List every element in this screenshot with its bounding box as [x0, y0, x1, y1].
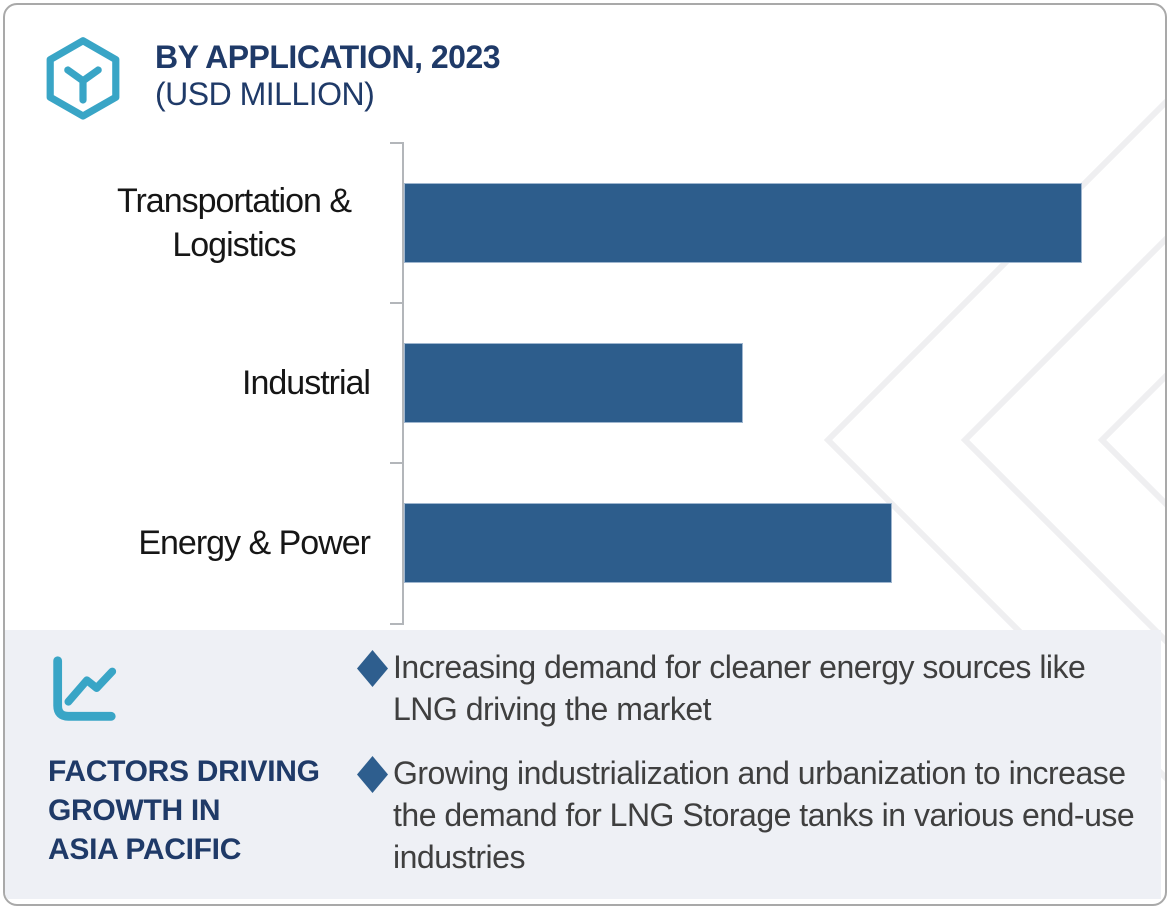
- category-label: Industrial: [242, 364, 371, 402]
- factors-heading-line: GROWTH IN: [48, 794, 221, 827]
- value-bar: [404, 343, 743, 423]
- diamond-bullet-icon: [357, 756, 388, 793]
- category-axis-line: [402, 143, 404, 625]
- bullet-item: Growing industrialization and urbanizati…: [357, 752, 1141, 878]
- chart-title: BY APPLICATION, 2023: [155, 39, 501, 75]
- chart-title-block: BY APPLICATION, 2023 (USD MILLION): [155, 36, 501, 113]
- bullet-item: Increasing demand for cleaner energy sou…: [357, 646, 1141, 730]
- diamond-bullet-icon: [357, 650, 388, 687]
- category-label-wrap: Industrial: [5, 361, 402, 405]
- bullet-list: Increasing demand for cleaner energy sou…: [357, 646, 1141, 878]
- axis-tick: [390, 142, 404, 144]
- bullet-text: Growing industrialization and urbanizati…: [393, 755, 1135, 875]
- trend-line-chart-icon: [53, 656, 117, 721]
- factors-heading-line: ASIA PACIFIC: [48, 833, 242, 866]
- bullet-text: Increasing demand for cleaner energy sou…: [393, 649, 1086, 727]
- category-label: Energy & Power: [138, 524, 371, 562]
- category-label-wrap: Transportation & Logistics: [5, 179, 402, 267]
- axis-tick: [390, 623, 404, 625]
- chart-subtitle: (USD MILLION): [155, 76, 375, 112]
- bar-chart: Transportation & Logistics Industrial Ener…: [5, 142, 1165, 625]
- axis-tick: [390, 462, 404, 464]
- value-bar: [404, 503, 893, 583]
- chart-row: Transportation & Logistics: [5, 143, 1165, 303]
- hexagon-y-logo-icon: [46, 37, 120, 120]
- chart-row: Energy & Power: [5, 463, 1165, 623]
- chart-row: Industrial: [5, 303, 1165, 463]
- category-label-wrap: Energy & Power: [5, 521, 402, 565]
- factors-heading: FACTORS DRIVING GROWTH IN ASIA PACIFIC: [48, 752, 320, 869]
- chart-rows: Transportation & Logistics Industrial Ener…: [5, 143, 1165, 623]
- value-bar: [404, 183, 1082, 263]
- infographic-frame: BY APPLICATION, 2023 (USD MILLION) Trans…: [3, 3, 1167, 906]
- factors-heading-line: FACTORS DRIVING: [48, 755, 320, 788]
- factors-panel: FACTORS DRIVING GROWTH IN ASIA PACIFIC I…: [5, 630, 1161, 899]
- chart-header: BY APPLICATION, 2023 (USD MILLION): [43, 36, 501, 120]
- axis-tick: [390, 302, 404, 304]
- category-label: Transportation & Logistics: [116, 182, 352, 264]
